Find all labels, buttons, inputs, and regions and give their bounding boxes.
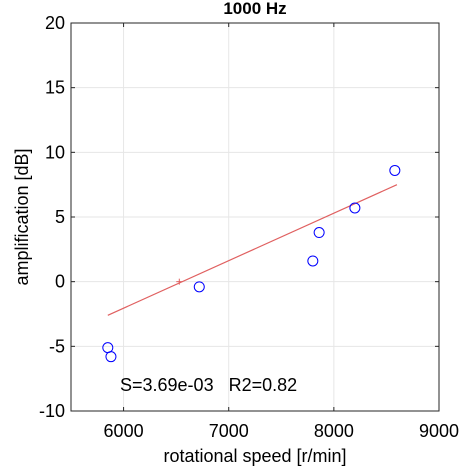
y-tick-label: 20 <box>45 13 65 33</box>
data-point <box>349 202 361 214</box>
ticks <box>71 22 440 412</box>
x-tick-label: 9000 <box>419 421 459 441</box>
y-axis-label: amplification [dB] <box>12 148 32 285</box>
x-tick-label: 8000 <box>314 421 354 441</box>
y-tick-label: -10 <box>39 401 65 421</box>
y-tick-label: 15 <box>45 78 65 98</box>
data-point <box>307 255 319 267</box>
data-point <box>313 227 325 239</box>
x-tick-labels: 6000 7000 8000 9000 <box>104 421 459 441</box>
data-point <box>193 281 205 293</box>
chart-title: 1000 Hz <box>223 0 286 18</box>
x-axis-label: rotational speed [r/min] <box>163 446 346 466</box>
fit-line-layer <box>107 184 398 316</box>
y-tick-label: -5 <box>49 336 65 356</box>
data-points <box>102 164 401 363</box>
x-tick-label: 6000 <box>104 421 144 441</box>
data-point <box>389 164 401 176</box>
y-tick-labels: -10 -5 0 5 10 15 20 <box>39 13 65 421</box>
fit-line <box>107 184 398 316</box>
y-tick-label: 10 <box>45 142 65 162</box>
mean-marker <box>176 278 183 285</box>
y-tick-label: 5 <box>55 207 65 227</box>
y-tick-label: 0 <box>55 272 65 292</box>
data-point <box>105 351 117 363</box>
x-tick-label: 7000 <box>209 421 249 441</box>
fit-annotation: S=3.69e-03 R2=0.82 <box>120 375 297 395</box>
